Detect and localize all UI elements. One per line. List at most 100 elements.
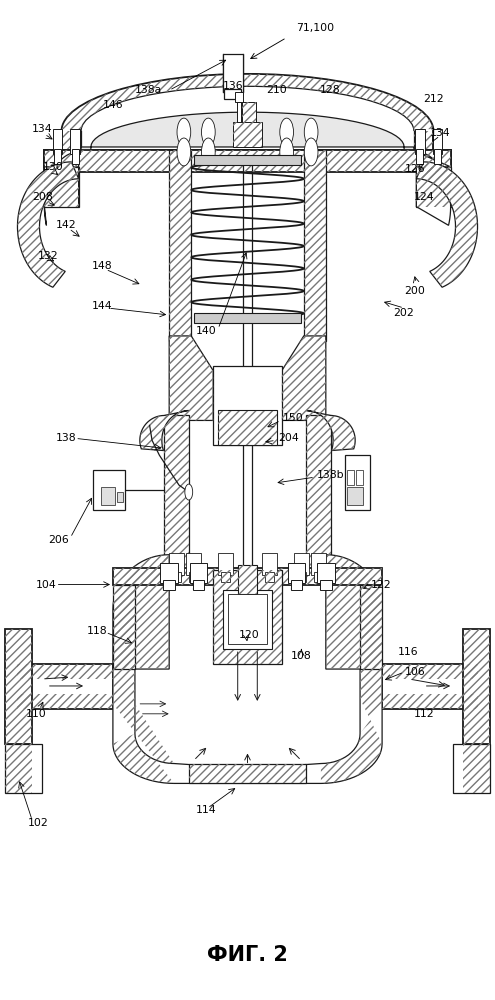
Polygon shape: [169, 336, 213, 420]
Bar: [186, 553, 201, 575]
Bar: [194, 313, 301, 323]
Text: 146: 146: [103, 100, 124, 110]
Text: 71,100: 71,100: [297, 23, 335, 33]
Bar: [189, 764, 306, 783]
Text: 138: 138: [55, 433, 76, 443]
Bar: [347, 470, 354, 485]
Bar: [291, 580, 302, 589]
Bar: [288, 563, 305, 583]
Text: 212: 212: [423, 94, 444, 104]
Text: 200: 200: [404, 286, 425, 296]
Text: 208: 208: [32, 192, 53, 202]
Polygon shape: [326, 555, 382, 669]
Text: 138a: 138a: [135, 85, 162, 95]
Polygon shape: [164, 415, 189, 570]
Polygon shape: [45, 167, 79, 207]
Circle shape: [177, 138, 191, 166]
Circle shape: [185, 484, 193, 500]
Bar: [235, 92, 243, 102]
Text: 118: 118: [87, 626, 107, 636]
Polygon shape: [416, 152, 450, 225]
Polygon shape: [306, 415, 331, 570]
Polygon shape: [5, 629, 32, 744]
Polygon shape: [113, 555, 169, 669]
Bar: [346, 455, 370, 510]
Circle shape: [201, 118, 215, 146]
Bar: [223, 54, 243, 92]
Text: 136: 136: [223, 81, 243, 91]
Circle shape: [177, 118, 191, 146]
Text: 138b: 138b: [317, 470, 345, 480]
Bar: [223, 589, 272, 649]
Polygon shape: [248, 74, 434, 129]
Polygon shape: [5, 744, 42, 793]
Text: 122: 122: [371, 580, 392, 590]
Bar: [238, 565, 257, 594]
Polygon shape: [140, 410, 189, 451]
Text: 150: 150: [283, 413, 303, 423]
Text: 110: 110: [26, 709, 47, 719]
Polygon shape: [45, 152, 79, 225]
Bar: [189, 572, 198, 582]
Bar: [94, 470, 125, 510]
Text: 112: 112: [414, 709, 435, 719]
Bar: [218, 553, 233, 575]
Text: 102: 102: [28, 818, 49, 828]
Bar: [172, 572, 182, 582]
Bar: [218, 410, 277, 445]
Text: ФИГ. 2: ФИГ. 2: [207, 945, 288, 965]
Text: 126: 126: [405, 164, 426, 174]
Polygon shape: [304, 150, 326, 341]
Bar: [70, 129, 80, 154]
Bar: [163, 580, 175, 589]
Bar: [294, 553, 309, 575]
Text: 124: 124: [414, 192, 435, 202]
Polygon shape: [113, 585, 135, 669]
Polygon shape: [463, 629, 490, 744]
Circle shape: [201, 138, 215, 166]
Bar: [169, 553, 184, 575]
Polygon shape: [81, 112, 414, 162]
Text: 128: 128: [320, 85, 341, 95]
Text: 204: 204: [278, 433, 298, 443]
Bar: [54, 149, 61, 164]
Bar: [415, 129, 425, 154]
Text: 134: 134: [430, 128, 450, 138]
Bar: [262, 553, 277, 575]
Polygon shape: [17, 162, 79, 287]
Bar: [160, 563, 178, 583]
Polygon shape: [61, 74, 248, 129]
Bar: [317, 563, 335, 583]
Bar: [265, 572, 274, 582]
Bar: [228, 594, 267, 644]
Bar: [193, 580, 204, 589]
Circle shape: [304, 118, 318, 146]
Text: 210: 210: [266, 85, 287, 95]
Text: 114: 114: [196, 805, 217, 815]
Text: 148: 148: [92, 261, 112, 271]
Bar: [221, 572, 230, 582]
Bar: [320, 580, 332, 589]
Bar: [237, 102, 241, 147]
Bar: [225, 89, 241, 99]
Polygon shape: [61, 131, 81, 167]
Polygon shape: [113, 664, 382, 783]
Polygon shape: [382, 664, 478, 709]
Bar: [242, 102, 256, 142]
Bar: [100, 487, 115, 505]
Text: 120: 120: [239, 630, 259, 640]
Bar: [72, 149, 79, 164]
Polygon shape: [282, 336, 326, 420]
Text: 140: 140: [196, 326, 217, 336]
Bar: [213, 570, 282, 664]
Polygon shape: [45, 150, 450, 167]
Text: 116: 116: [398, 647, 419, 657]
Bar: [233, 122, 262, 147]
Bar: [190, 563, 207, 583]
Bar: [297, 572, 306, 582]
Polygon shape: [453, 744, 490, 793]
Circle shape: [280, 138, 294, 166]
Text: 132: 132: [38, 251, 58, 261]
Bar: [313, 572, 323, 582]
Bar: [434, 149, 441, 164]
